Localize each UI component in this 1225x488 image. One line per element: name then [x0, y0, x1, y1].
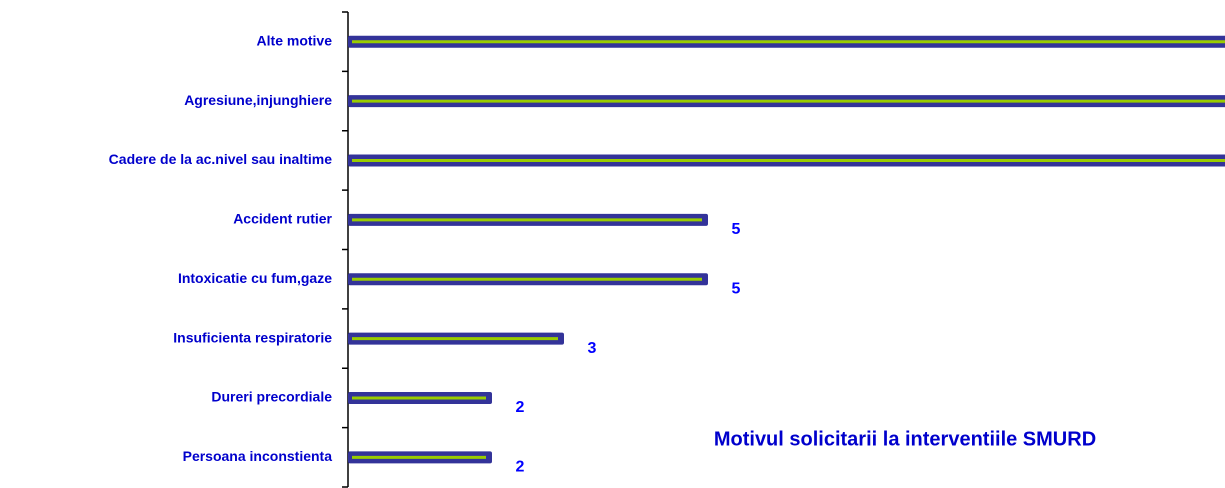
chart-title: Motivul solicitarii la interventiile SMU… — [714, 428, 1096, 450]
value-label: 3 — [588, 340, 597, 357]
y-tick-label: Alte motive — [257, 32, 333, 48]
y-tick-label: Persoana inconstienta — [183, 448, 333, 464]
y-tick-label: Dureri precordiale — [211, 389, 332, 405]
value-label: 5 — [732, 221, 741, 238]
value-label: 5 — [732, 280, 741, 297]
y-tick-label: Agresiune,injunghiere — [184, 92, 332, 108]
y-tick-label: Insuficienta respiratorie — [173, 329, 332, 345]
value-label: 2 — [516, 459, 525, 476]
y-tick-label: Intoxicatie cu fum,gaze — [178, 270, 332, 286]
y-tick-label: Accident rutier — [233, 211, 332, 227]
value-label: 2 — [516, 399, 525, 416]
y-tick-label: Cadere de la ac.nivel sau inaltime — [109, 151, 333, 167]
